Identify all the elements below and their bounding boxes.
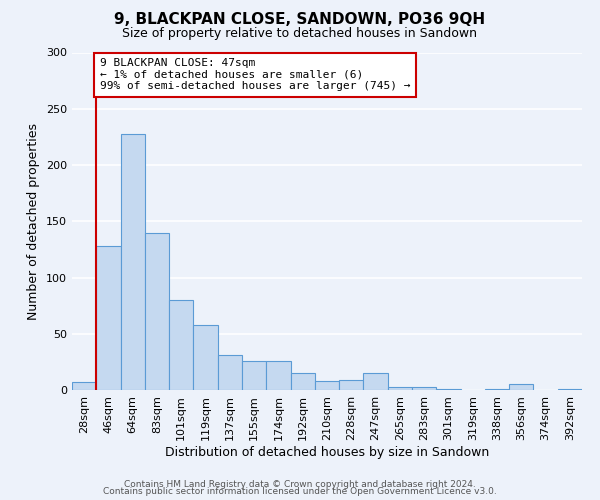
Bar: [242, 361, 266, 390]
Bar: [509, 384, 533, 390]
Text: Contains HM Land Registry data © Crown copyright and database right 2024.: Contains HM Land Registry data © Crown c…: [124, 480, 476, 489]
Bar: [388, 386, 412, 390]
Bar: [436, 389, 461, 390]
Bar: [315, 381, 339, 390]
Bar: [558, 389, 582, 390]
Bar: [193, 325, 218, 390]
Bar: [72, 382, 96, 390]
Bar: [121, 134, 145, 390]
Bar: [218, 355, 242, 390]
Bar: [364, 373, 388, 390]
Bar: [412, 386, 436, 390]
Text: 9 BLACKPAN CLOSE: 47sqm
← 1% of detached houses are smaller (6)
99% of semi-deta: 9 BLACKPAN CLOSE: 47sqm ← 1% of detached…: [100, 58, 410, 92]
Text: Size of property relative to detached houses in Sandown: Size of property relative to detached ho…: [122, 28, 478, 40]
Text: 9, BLACKPAN CLOSE, SANDOWN, PO36 9QH: 9, BLACKPAN CLOSE, SANDOWN, PO36 9QH: [115, 12, 485, 28]
Bar: [145, 232, 169, 390]
Bar: [290, 373, 315, 390]
Bar: [339, 380, 364, 390]
Bar: [96, 246, 121, 390]
X-axis label: Distribution of detached houses by size in Sandown: Distribution of detached houses by size …: [165, 446, 489, 458]
Y-axis label: Number of detached properties: Number of detached properties: [28, 122, 40, 320]
Bar: [169, 300, 193, 390]
Bar: [266, 361, 290, 390]
Text: Contains public sector information licensed under the Open Government Licence v3: Contains public sector information licen…: [103, 488, 497, 496]
Bar: [485, 389, 509, 390]
